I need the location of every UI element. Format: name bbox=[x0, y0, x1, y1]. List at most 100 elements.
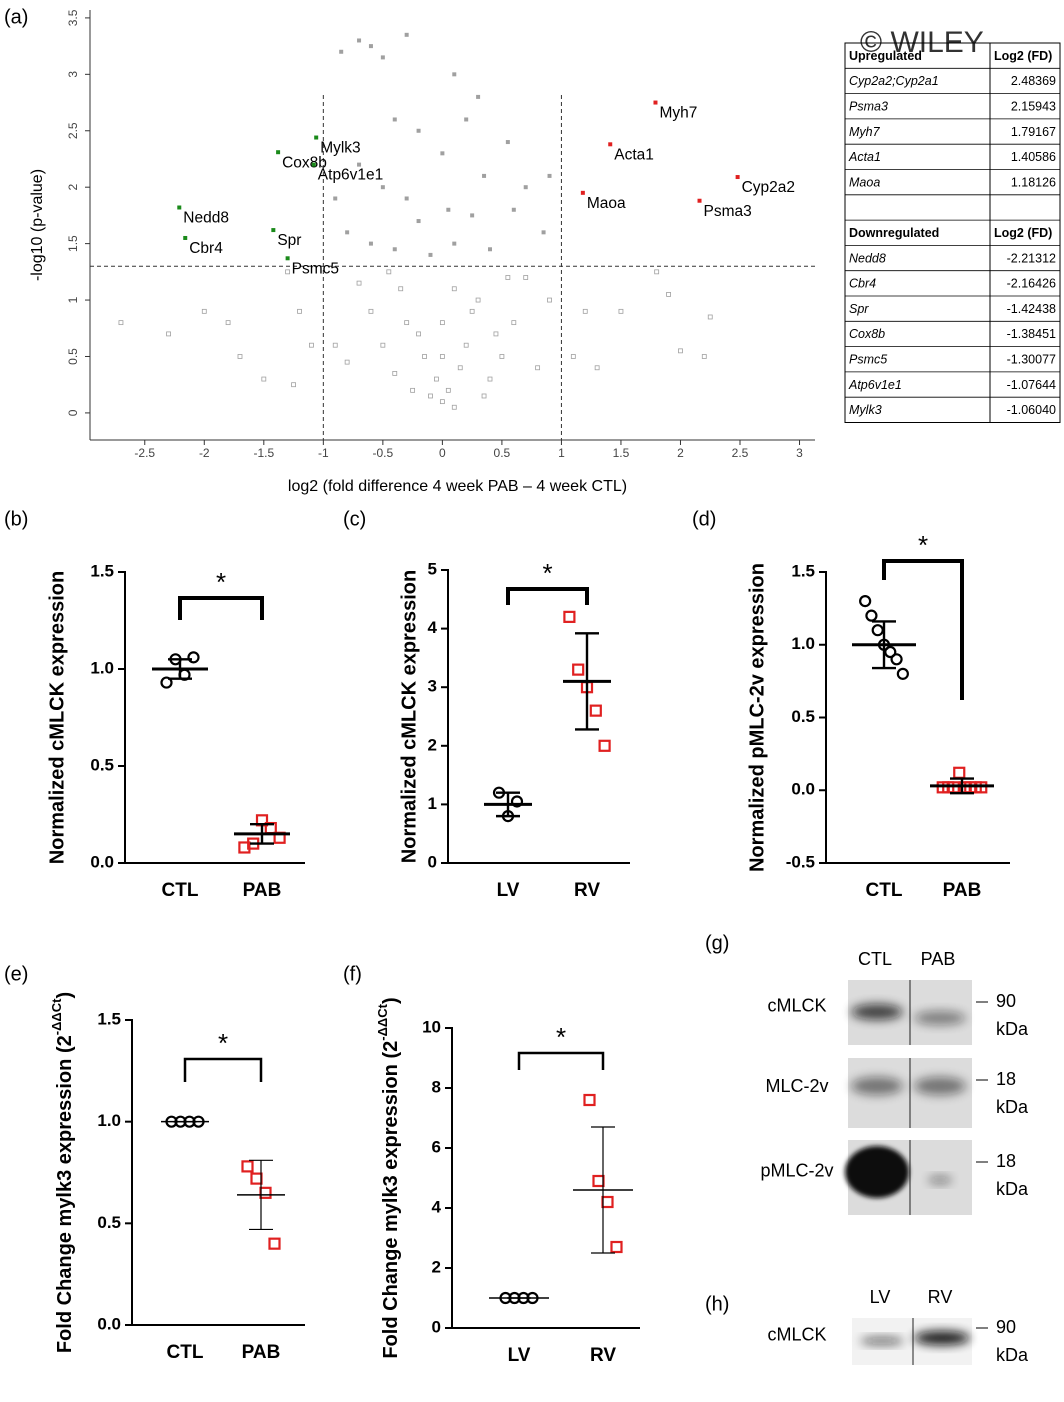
y-tick-label: 2 bbox=[428, 735, 437, 754]
lane-label: LV bbox=[870, 1287, 891, 1307]
data-point bbox=[469, 308, 475, 314]
blot-band bbox=[914, 1011, 966, 1025]
y-axis-label-suffix: ) bbox=[54, 992, 76, 999]
significance-bracket bbox=[178, 596, 264, 620]
x-tick-label: RV bbox=[574, 880, 600, 901]
y-tick-label: 0.5 bbox=[66, 348, 80, 365]
point-label: Acta1 bbox=[614, 146, 654, 163]
data-point bbox=[177, 205, 182, 210]
table-frame bbox=[844, 42, 1061, 423]
significance-label: * bbox=[542, 558, 552, 588]
data-point bbox=[457, 365, 463, 371]
data-point bbox=[285, 256, 290, 261]
point-label: Spr bbox=[277, 232, 301, 249]
gene-name: Atp6v1e1 bbox=[848, 378, 902, 392]
y-tick-label: 4 bbox=[432, 1197, 442, 1216]
data-point bbox=[589, 704, 602, 717]
y-tick-label: 6 bbox=[432, 1137, 441, 1156]
y-tick-label: 8 bbox=[432, 1077, 441, 1096]
x-tick-label: 1 bbox=[558, 446, 565, 460]
x-tick-label: 2 bbox=[677, 446, 684, 460]
data-point bbox=[470, 213, 475, 218]
y-tick-label: 0.5 bbox=[90, 755, 114, 774]
gene-name: Cbr4 bbox=[849, 277, 876, 291]
y-tick-label: 1.5 bbox=[97, 1009, 121, 1028]
data-point bbox=[511, 320, 517, 326]
data-point bbox=[871, 624, 884, 637]
x-tick-label: 2.5 bbox=[732, 446, 749, 460]
data-point bbox=[166, 331, 171, 337]
panel-label: (c) bbox=[343, 508, 366, 530]
point-label: Cox8b bbox=[282, 154, 327, 171]
watermark: © WILEY bbox=[860, 26, 984, 59]
data-point bbox=[428, 393, 433, 399]
y-tick-label: 3 bbox=[66, 71, 80, 78]
data-point bbox=[368, 241, 373, 246]
point-label: Cbr4 bbox=[189, 240, 223, 257]
size-label: 90 bbox=[996, 1317, 1016, 1337]
data-point bbox=[476, 94, 481, 99]
y-axis-label-superscript: -ΔΔCt bbox=[375, 1003, 390, 1040]
x-tick-label: PAB bbox=[943, 880, 982, 901]
data-point bbox=[594, 365, 600, 371]
log2-value: 1.18126 bbox=[1011, 175, 1056, 189]
size-unit: kDa bbox=[996, 1179, 1029, 1199]
data-point bbox=[238, 841, 251, 854]
gene-name: Mylk3 bbox=[849, 403, 882, 417]
x-tick-label: 3 bbox=[796, 446, 803, 460]
data-point bbox=[237, 354, 243, 359]
y-tick-label: 0.0 bbox=[90, 852, 114, 871]
data-point bbox=[563, 610, 576, 623]
data-point bbox=[356, 280, 362, 286]
data-point bbox=[333, 196, 338, 201]
data-point bbox=[314, 135, 319, 140]
data-point bbox=[896, 667, 909, 680]
gene-name: Maoa bbox=[849, 175, 880, 189]
data-point bbox=[276, 150, 281, 155]
data-point bbox=[547, 173, 552, 178]
point-label: Nedd8 bbox=[183, 210, 229, 227]
data-point bbox=[654, 269, 660, 275]
data-point bbox=[439, 399, 445, 405]
y-axis-label-main: Fold Change mylk3 expression (2 bbox=[380, 1041, 402, 1359]
data-point bbox=[608, 142, 613, 147]
gene-name: Myh7 bbox=[849, 125, 881, 139]
data-point bbox=[505, 275, 511, 280]
y-tick-label: 0.5 bbox=[791, 707, 815, 726]
log2-value: -1.07644 bbox=[1007, 378, 1056, 392]
y-tick-label: 1.5 bbox=[66, 235, 80, 252]
data-point bbox=[488, 247, 492, 252]
data-point bbox=[493, 331, 499, 337]
size-unit: kDa bbox=[996, 1345, 1029, 1365]
data-point bbox=[487, 376, 493, 382]
y-tick-label: 1.0 bbox=[90, 658, 114, 677]
data-point bbox=[570, 354, 576, 359]
y-tick-label: 0.5 bbox=[97, 1213, 121, 1232]
data-point bbox=[410, 387, 416, 393]
y-tick-label: 0.0 bbox=[791, 780, 815, 799]
lane-label: RV bbox=[928, 1287, 953, 1307]
size-unit: kDa bbox=[996, 1097, 1029, 1117]
y-axis-label: Fold Change mylk3 expression (2-ΔΔCt) bbox=[375, 997, 402, 1358]
y-tick-label: 3.5 bbox=[66, 9, 80, 26]
data-point bbox=[422, 354, 427, 359]
significance-label: * bbox=[216, 567, 226, 597]
data-point bbox=[386, 269, 392, 275]
data-point bbox=[592, 1174, 605, 1188]
data-point bbox=[434, 376, 439, 382]
data-point bbox=[250, 1172, 263, 1185]
log2-value: 1.79167 bbox=[1011, 125, 1056, 139]
significance-bracket bbox=[882, 559, 964, 700]
panel-label: (g) bbox=[705, 932, 729, 954]
data-point bbox=[499, 354, 505, 359]
data-point bbox=[707, 314, 713, 320]
data-point bbox=[511, 207, 516, 212]
point-label: Psmc5 bbox=[292, 260, 339, 277]
data-point bbox=[160, 676, 173, 689]
data-point bbox=[332, 342, 338, 348]
point-label: Myh7 bbox=[659, 105, 697, 122]
x-tick-label: CTL bbox=[162, 880, 199, 901]
y-axis-label: -log10 (p-value) bbox=[29, 169, 46, 281]
y-axis-label: Normalized cMLCK expression bbox=[398, 570, 420, 863]
table-header: Downregulated bbox=[849, 226, 939, 240]
